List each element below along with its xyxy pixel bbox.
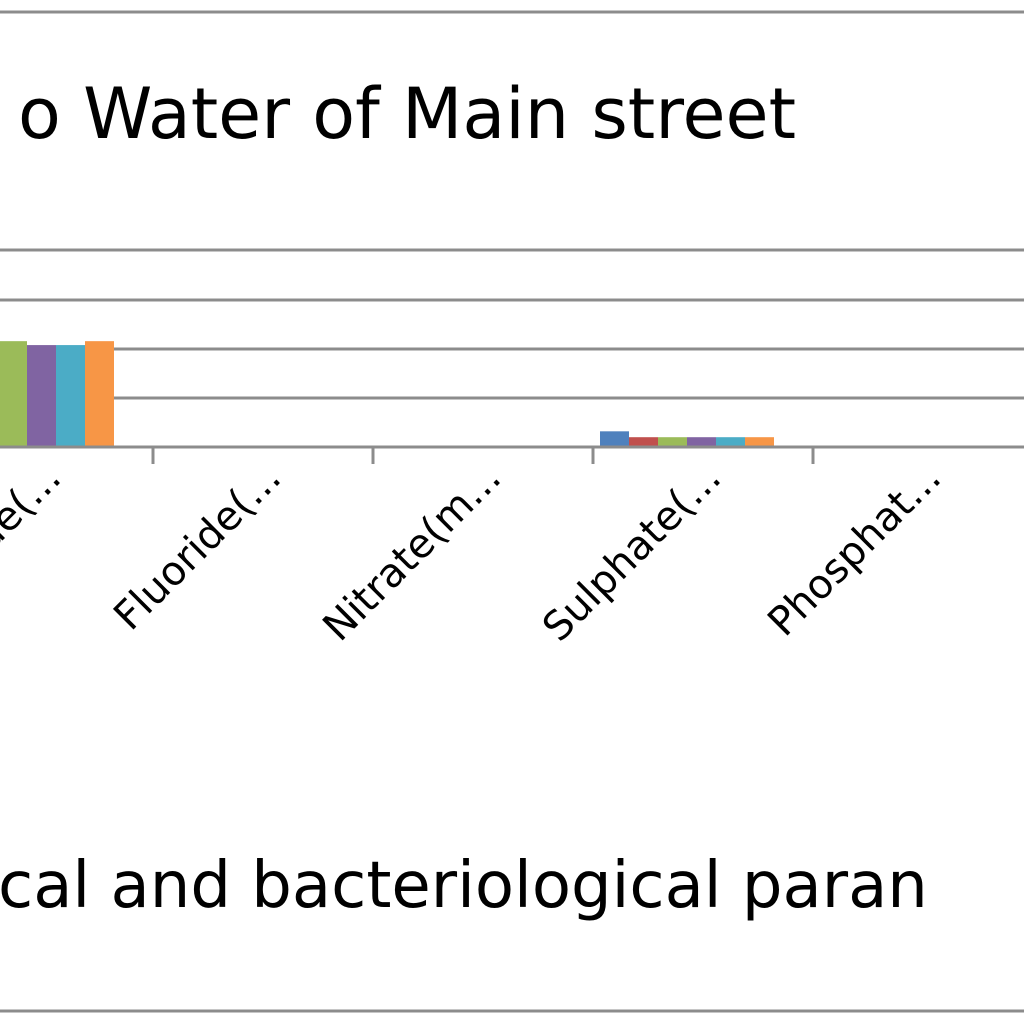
x-tick-label: Phosphat... <box>759 455 950 646</box>
chart-title: o Water of Main street <box>18 73 796 155</box>
bars <box>0 341 774 447</box>
bar <box>629 437 658 447</box>
bar <box>658 437 687 447</box>
gridlines <box>0 298 1024 400</box>
x-tick-label: Fluoride(... <box>105 455 290 640</box>
x-axis-label: cal and bacteriological paran <box>0 849 928 923</box>
bar <box>687 437 716 447</box>
x-tick-label: de(... <box>0 455 70 561</box>
x-tick-label: Nitrate(m... <box>314 455 510 651</box>
bar <box>716 437 745 447</box>
bar <box>745 437 774 447</box>
x-tick-label: Sulphate(... <box>534 455 730 651</box>
bar <box>85 341 114 447</box>
bar <box>0 341 27 447</box>
bar <box>56 345 85 447</box>
x-axis <box>0 445 1024 464</box>
bar <box>27 345 56 447</box>
bar <box>600 431 629 447</box>
x-tick-labels: de(... Fluoride(... Nitrate(m... Sulphate(.… <box>0 455 950 651</box>
